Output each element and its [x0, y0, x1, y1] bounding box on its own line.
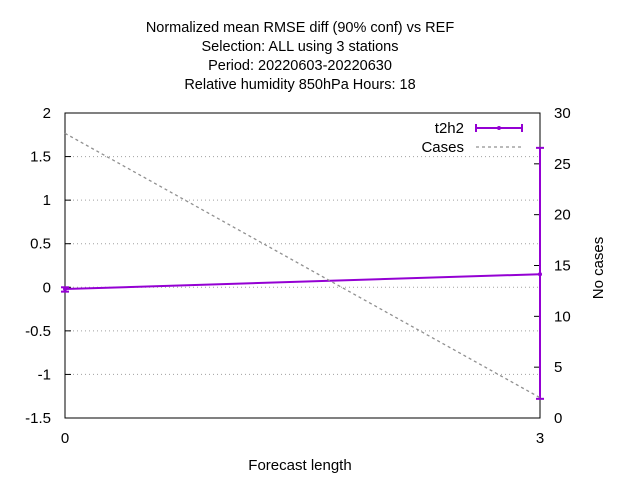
y2-tick-label: 15	[554, 258, 571, 275]
y-tick-label: 2	[43, 105, 51, 122]
series-group	[61, 132, 544, 400]
legend: t2h2 Cases	[421, 120, 523, 156]
y-tick-label: 1.5	[30, 149, 51, 166]
y2-tick-label: 5	[554, 359, 562, 376]
legend-swatch-point	[497, 126, 501, 130]
y2-tick-label: 30	[554, 105, 571, 122]
y-axis-ticks: 2 1.5 1 0.5 0 -0.5 -1 -1.5	[25, 105, 71, 427]
data-point	[538, 272, 542, 277]
y-tick-label: 1	[43, 192, 51, 209]
y-tick-label: -1.5	[25, 410, 51, 427]
y-tick-label: -0.5	[25, 323, 51, 340]
y2-tick-label: 0	[554, 410, 562, 427]
title-line: Period: 20220603-20220630	[208, 58, 392, 74]
x-axis-label: Forecast length	[248, 457, 351, 474]
y-tick-label: -1	[38, 366, 51, 383]
y2-tick-label: 25	[554, 156, 571, 173]
x-tick-label: 3	[536, 430, 544, 447]
y2-axis-ticks: 30 25 20 15 10 5 0	[534, 105, 571, 427]
x-tick-label: 0	[61, 430, 69, 447]
series-line-t2h2	[64, 273, 541, 291]
y2-axis-label: No cases	[590, 237, 607, 300]
y2-tick-label: 20	[554, 207, 571, 224]
chart-title: Normalized mean RMSE diff (90% conf) vs …	[146, 20, 455, 93]
title-line: Selection: ALL using 3 stations	[202, 39, 399, 55]
y-tick-label: 0.5	[30, 236, 51, 253]
legend-label: Cases	[421, 139, 464, 156]
title-line: Relative humidity 850hPa Hours: 18	[184, 77, 415, 93]
y-tick-label: 0	[43, 279, 51, 296]
legend-label: t2h2	[435, 120, 464, 137]
title-line: Normalized mean RMSE diff (90% conf) vs …	[146, 20, 455, 36]
y2-tick-label: 10	[554, 308, 571, 325]
series-line-cases	[64, 132, 541, 399]
data-point	[63, 287, 67, 292]
